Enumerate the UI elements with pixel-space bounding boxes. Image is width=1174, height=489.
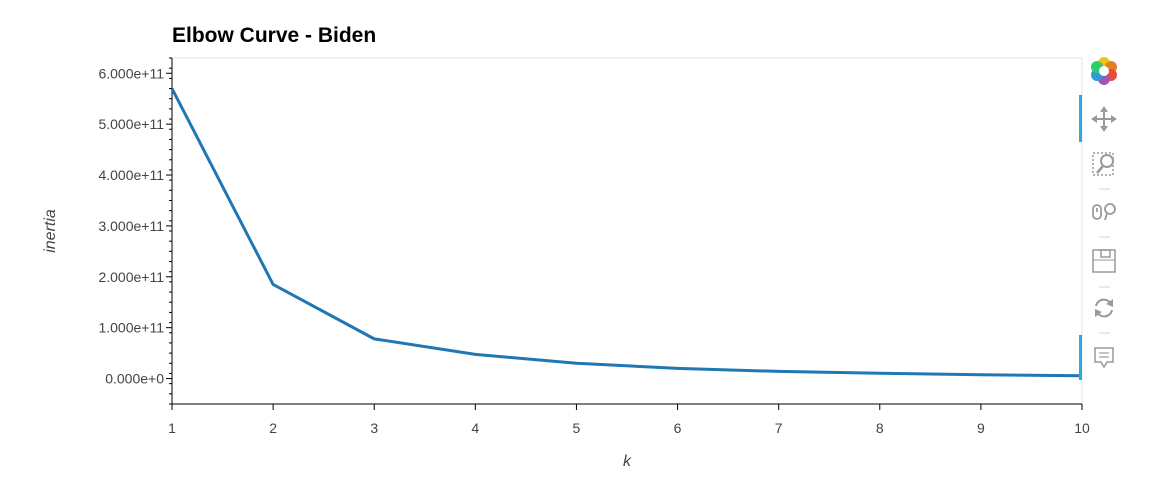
y-tick-label: 1.000e+11 — [98, 320, 164, 336]
x-tick-label: 3 — [370, 420, 378, 436]
y-tick-label: 4.000e+11 — [98, 167, 164, 183]
y-axis: 0.000e+0 1.000e+11 2.000e+11 3.000e+11 4.000… — [98, 57, 173, 405]
x-tick-label: 1 — [168, 420, 176, 436]
x-tick-label: 10 — [1074, 420, 1090, 436]
y-axis-label: inertia — [42, 209, 59, 253]
series-line-0 — [170, 87, 1083, 378]
pan-active-indicator — [1079, 95, 1082, 142]
chart-title: Elbow Curve - Biden — [172, 24, 376, 47]
x-axis-label: k — [623, 453, 632, 470]
y-tick-label: 3.000e+11 — [98, 218, 164, 234]
y-tick-label: 2.000e+11 — [98, 269, 164, 285]
wheel-zoom-tool-icon[interactable] — [1092, 203, 1116, 221]
toolbar — [1079, 57, 1117, 380]
bokeh-logo-icon — [1091, 57, 1117, 85]
chart-marks — [170, 87, 1083, 378]
hover-active-indicator — [1079, 335, 1082, 380]
y-tick-label: 5.000e+11 — [98, 116, 164, 132]
reset-tool-icon[interactable] — [1095, 298, 1113, 318]
x-tick-label: 6 — [674, 420, 682, 436]
x-tick-label: 4 — [471, 420, 479, 436]
y-tick-label: 6.000e+11 — [98, 65, 164, 81]
x-tick-label: 8 — [876, 420, 884, 436]
box-zoom-tool-icon[interactable] — [1092, 152, 1114, 176]
x-tick-label: 5 — [573, 420, 581, 436]
hover-tool-icon[interactable] — [1094, 347, 1114, 369]
save-tool-icon[interactable] — [1092, 249, 1116, 273]
y-tick-label: 0.000e+0 — [105, 371, 164, 387]
x-tick-label: 7 — [775, 420, 783, 436]
x-axis: 1 2 3 4 5 6 7 8 9 10 — [168, 403, 1090, 436]
pan-tool-icon[interactable] — [1091, 106, 1117, 132]
x-tick-label: 9 — [977, 420, 985, 436]
x-tick-label: 2 — [269, 420, 277, 436]
